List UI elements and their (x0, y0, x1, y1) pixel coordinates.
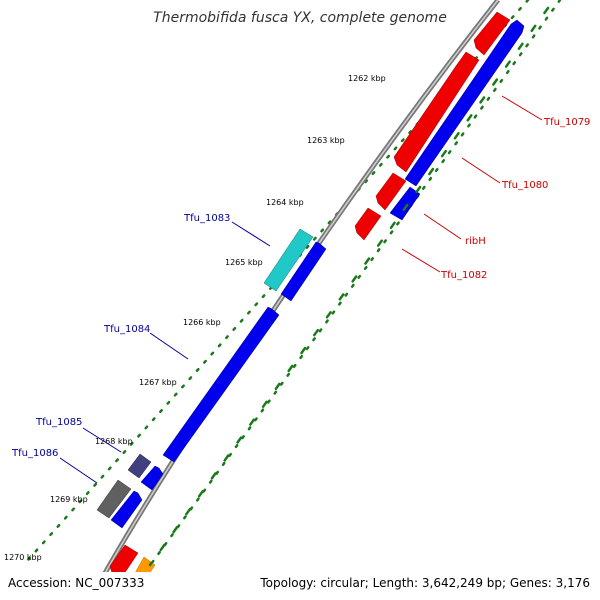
label-tfu-1083[interactable]: Tfu_1083 (183, 213, 230, 224)
tick-label: 1265 kbp (225, 258, 263, 267)
gene-tfu-1085-arrow[interactable] (127, 453, 152, 479)
genome-info-text: Topology: circular; Length: 3,642,249 bp… (259, 576, 590, 590)
gene-tfu-1086-blue-arrow[interactable] (110, 490, 143, 529)
tick-label: 1267 kbp (139, 378, 177, 387)
inner-strand-genes (96, 228, 327, 529)
tick-label: 1269 kbp (50, 495, 88, 504)
label-tfu-1080[interactable]: Tfu_1080 (501, 180, 548, 191)
tick-label: 1268 kbp (95, 437, 133, 446)
gene-tfu-1084-arrow[interactable] (162, 306, 280, 463)
label-tfu-1084[interactable]: Tfu_1084 (103, 324, 150, 335)
gene-tfu-1082-arrow[interactable] (354, 207, 382, 241)
gene-tfu-1086-arrow[interactable] (96, 479, 132, 519)
reverse-strand-genes (89, 11, 511, 600)
tick-label: 1262 kbp (348, 74, 386, 83)
label-tfu-1086[interactable]: Tfu_1086 (11, 448, 58, 459)
gene-ribH-arrow[interactable] (375, 172, 407, 211)
gene-tfu-1083-blue-arrow[interactable] (280, 241, 327, 302)
gene-tfu-1079-blue-arrow[interactable] (404, 19, 525, 187)
genome-backbone (87, 0, 500, 600)
tick-label: 1270 kbp (4, 553, 42, 562)
label-tfu-1079[interactable]: Tfu_1079 (543, 117, 590, 128)
label-tfu-1085[interactable]: Tfu_1085 (35, 417, 82, 428)
accession-text: Accession: NC_007333 (8, 576, 144, 590)
tick-label: 1264 kbp (266, 198, 304, 207)
tick-dots-outer (148, 6, 550, 567)
gene-labels: Tfu_1079 Tfu_1080 ribH Tfu_1082 Tfu_1083… (11, 117, 590, 459)
forward-strand-genes-outer (389, 19, 525, 221)
gene-tfu-1085-blue-arrow[interactable] (140, 465, 164, 491)
map-title: Thermobifida fusca YX, complete genome (153, 10, 447, 26)
tick-label: 1263 kbp (307, 136, 345, 145)
label-leader-lines (59, 95, 543, 484)
gene-tfu-1079-arrow[interactable] (473, 11, 511, 56)
label-tfu-1082[interactable]: Tfu_1082 (440, 270, 487, 281)
gene-tfu-1080-arrow[interactable] (393, 51, 480, 173)
footer-background (0, 572, 600, 600)
tick-label: 1266 kbp (183, 318, 221, 327)
label-ribH[interactable]: ribH (465, 236, 486, 247)
tick-labels: 1262 kbp 1263 kbp 1264 kbp 1265 kbp 1266… (4, 74, 386, 562)
gene-tfu-1083-arrow[interactable] (263, 228, 314, 292)
